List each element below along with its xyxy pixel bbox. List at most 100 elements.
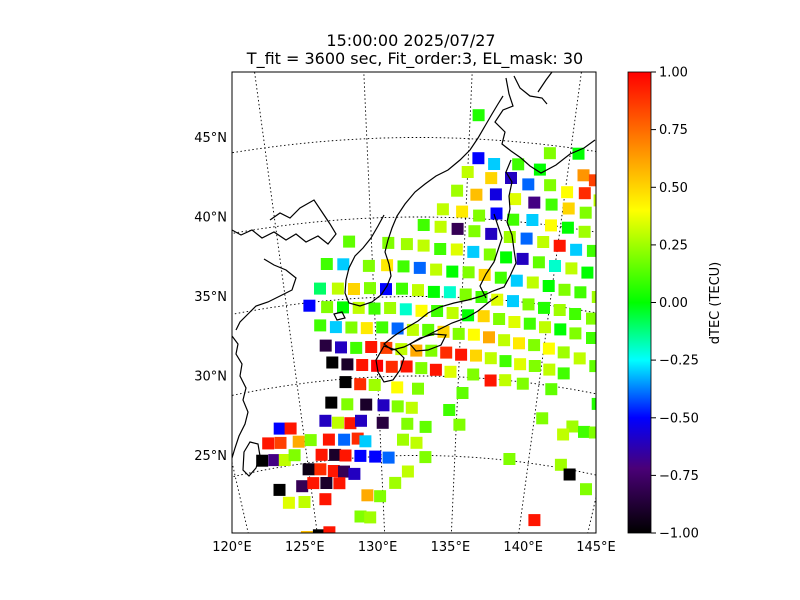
lat-tick-label: 25°N	[194, 449, 227, 464]
dtec-pixel	[365, 341, 378, 353]
dtec-pixel	[603, 316, 615, 328]
dtec-pixel	[459, 288, 472, 301]
dtec-pixel	[302, 463, 315, 476]
dtec-pixel	[489, 188, 502, 201]
dtec-pixel	[545, 219, 557, 232]
dtec-pixel	[614, 195, 626, 207]
dtec-pixel	[499, 374, 512, 387]
dtec-pixel	[350, 341, 363, 354]
dtec-pixel	[410, 436, 423, 449]
dtec-pixel	[588, 426, 596, 439]
dtec-pixel	[376, 416, 389, 429]
dtec-pixel	[603, 251, 615, 263]
dtec-pixel	[526, 276, 539, 289]
dtec-pixel	[543, 363, 556, 376]
dtec-pixel	[536, 412, 549, 425]
dtec-pixel	[520, 232, 533, 245]
dtec-pixel	[376, 321, 389, 334]
dtec-pixel	[329, 321, 342, 334]
dtec-pixel	[361, 489, 374, 502]
colorbar-tick-label: 0.25	[659, 238, 688, 253]
dtec-pixel	[450, 243, 463, 256]
dtec-pixel	[268, 454, 281, 467]
dtec-pixel	[528, 514, 541, 527]
dtec-pixel	[430, 263, 443, 276]
dtec-pixel	[399, 303, 412, 316]
dtec-pixel	[312, 529, 325, 533]
dtec-pixel	[315, 448, 328, 461]
dtec-pixel	[417, 219, 430, 231]
dtec-pixel	[397, 433, 409, 446]
dtec-pixel	[314, 463, 327, 476]
dtec-pixel	[586, 332, 596, 344]
dtec-pixel	[573, 352, 586, 365]
dtec-pixel	[581, 266, 594, 279]
dtec-pixel	[273, 483, 286, 496]
dtec-pixel	[296, 480, 309, 493]
dtec-pixel	[323, 526, 336, 533]
dtec-pixel	[614, 234, 626, 246]
dtec-pixel	[338, 465, 350, 478]
dtec-pixel	[326, 356, 339, 369]
dtec-pixel	[578, 425, 590, 438]
lat-tick-label: 35°N	[194, 290, 227, 305]
dtec-pixel	[472, 152, 485, 165]
dtec-pixel	[483, 248, 496, 261]
dtec-pixel	[333, 477, 346, 490]
dtec-pixel	[507, 295, 519, 308]
dtec-pixel	[569, 327, 582, 340]
dtec-pixel	[539, 321, 551, 334]
dtec-pixel	[516, 377, 529, 390]
dtec-pixel	[523, 317, 536, 330]
dtec-pixel	[528, 360, 541, 372]
dtec-pixel	[456, 205, 469, 218]
chart-subtitle: T_fit = 3600 sec, Fit_order:3, EL_mask: …	[246, 49, 583, 69]
dtec-pixel	[444, 365, 457, 378]
dtec-pixel	[503, 231, 516, 243]
dtec-pixel	[319, 493, 332, 506]
dtec-pixel	[396, 282, 408, 295]
dtec-pixel	[477, 310, 490, 323]
map-frame	[231, 71, 597, 534]
coastline-shikoku	[409, 333, 447, 352]
dtec-pixel	[406, 323, 419, 336]
chart-title: 15:00:00 2025/07/27	[326, 31, 495, 50]
dtec-pixel	[332, 416, 344, 429]
dtec-pixel	[401, 465, 414, 478]
dtec-pixel	[461, 166, 474, 178]
dtec-pixel	[499, 355, 512, 368]
dtec-pixel	[412, 284, 424, 297]
lon-tick-label: 140°E	[503, 540, 543, 555]
dtec-pixel	[558, 283, 571, 296]
colorbar-ramp	[627, 71, 652, 534]
dtec-pixel	[491, 293, 504, 306]
dtec-pixel	[598, 269, 610, 281]
dtec-pixel	[522, 298, 535, 311]
dtec-pixel	[397, 260, 410, 273]
dtec-pixel	[298, 496, 311, 508]
dtec-pixel	[601, 209, 613, 221]
dtec-pixel	[436, 203, 449, 216]
coastline-sakhalin-coast	[537, 72, 553, 93]
dtec-pixel	[368, 379, 381, 391]
dtec-pixel	[354, 378, 367, 391]
colorbar-tick-label: −0.50	[659, 411, 699, 426]
dtec-pixel	[434, 243, 447, 255]
dtec-pixel	[542, 342, 555, 355]
dtec-pixel	[384, 302, 397, 314]
dtec-pixel	[561, 221, 574, 234]
dtec-pixel	[514, 358, 527, 371]
dtec-pixel	[377, 399, 390, 412]
dtec-pixel	[440, 346, 453, 359]
coastline-korea	[344, 95, 504, 307]
dtec-pixel	[413, 261, 426, 274]
meridian-135	[450, 72, 473, 533]
dtec-pixel	[427, 285, 440, 298]
dtec-pixel	[595, 227, 596, 240]
dtec-pixel	[446, 265, 459, 278]
dtec-pixel	[343, 235, 356, 248]
dtec-pixel	[472, 109, 485, 122]
dtec-pixel	[355, 414, 367, 427]
dtec-pixel	[508, 316, 521, 328]
dtec-pixel	[456, 387, 469, 399]
